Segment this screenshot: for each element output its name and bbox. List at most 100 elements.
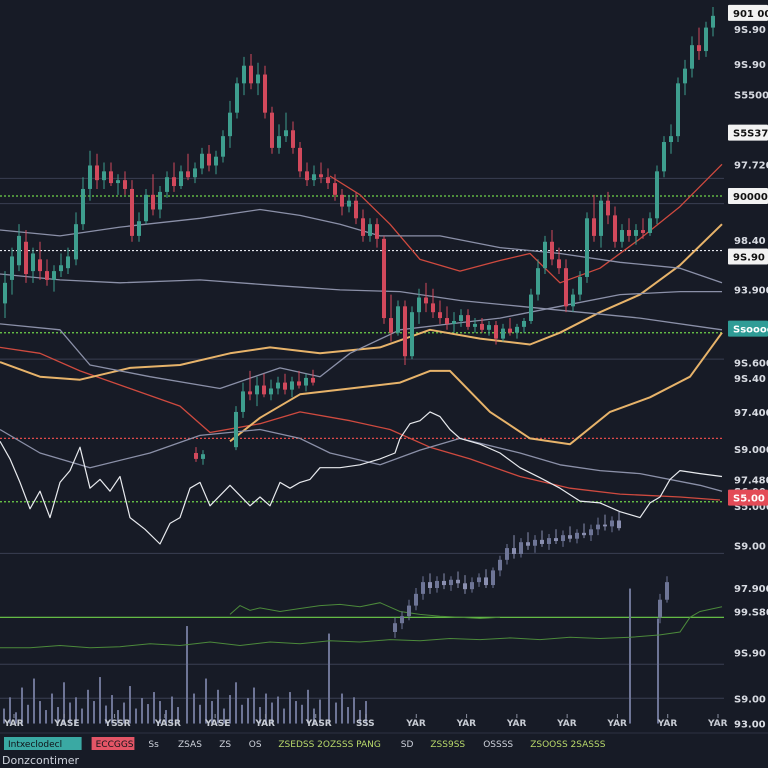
- time-tick-label: YAR: [556, 719, 577, 729]
- volume-bar: [15, 712, 17, 724]
- candle-body: [596, 524, 600, 530]
- volume-bar: [629, 588, 631, 724]
- candle-body: [407, 605, 411, 617]
- candle-body: [575, 532, 579, 539]
- time-tick-label: YSSR: [104, 719, 131, 729]
- volume-bar: [223, 708, 225, 724]
- price-tick-label: S5500: [734, 90, 768, 101]
- volume-bar: [271, 702, 273, 724]
- candle-body: [95, 165, 99, 181]
- candle-body: [592, 218, 596, 236]
- candle-body: [31, 253, 35, 272]
- candle-body: [617, 520, 621, 529]
- candle-body: [17, 235, 21, 266]
- candle-body: [200, 153, 204, 169]
- volume-bar: [45, 710, 47, 724]
- price-tick-label: 97.480: [734, 475, 768, 486]
- candle-body: [519, 542, 523, 554]
- candle-body: [158, 191, 162, 210]
- candle-body: [10, 256, 14, 280]
- oscillator-line: [0, 606, 723, 649]
- price-badge-label: 901 00: [733, 9, 768, 20]
- volume-bar: [159, 701, 161, 724]
- candle-body: [38, 259, 42, 272]
- volume-bar: [81, 708, 83, 724]
- volume-bar: [353, 697, 355, 724]
- volume-bar: [657, 618, 659, 724]
- candle-body: [304, 377, 308, 386]
- stat-item: ZSEDSS 2OZSSS PANG: [278, 740, 380, 750]
- candle-body: [505, 548, 509, 560]
- volume-bar: [253, 687, 255, 724]
- stat-item: ZSOOSS 2SASSS: [530, 740, 606, 750]
- candle-body: [123, 180, 127, 189]
- volume-bar: [57, 707, 59, 724]
- volume-bar: [99, 677, 101, 724]
- price-badge: [728, 248, 768, 265]
- volume-bar: [283, 708, 285, 724]
- candle-body: [473, 323, 477, 327]
- candle-body: [487, 325, 491, 330]
- volume-bar: [75, 697, 77, 724]
- candle-body: [669, 136, 673, 143]
- volume-bar: [217, 689, 219, 724]
- volume-bar: [247, 698, 249, 724]
- volume-bar: [147, 704, 149, 724]
- candle-body: [165, 177, 169, 192]
- stat-item: OSSSS: [483, 740, 513, 750]
- stat-box: [91, 737, 135, 750]
- candle-body: [568, 535, 572, 539]
- candle-body: [571, 294, 575, 307]
- time-tick-label: YAR: [456, 719, 477, 729]
- series-line: [0, 428, 723, 492]
- candle-body: [428, 582, 432, 588]
- candle-body: [690, 45, 694, 69]
- time-axis: YAR YASE YSSR YASR YASE YAR YASR SSS YAR YAR YAR YA…: [3, 714, 728, 729]
- price-badge: [728, 4, 768, 21]
- candle-body: [561, 535, 565, 542]
- candle-body: [262, 385, 266, 395]
- candle-body: [435, 580, 439, 588]
- time-tick-label: YAR: [606, 719, 627, 729]
- price-levels: [0, 195, 724, 618]
- candle-body: [347, 200, 351, 207]
- candle-body: [494, 325, 498, 339]
- candle-body: [298, 147, 302, 172]
- time-tick-label: SSS: [356, 719, 375, 729]
- candle-body: [554, 538, 558, 542]
- volume-bar: [93, 701, 95, 724]
- candle-body: [319, 174, 323, 178]
- time-tick-label: YAR: [707, 719, 728, 729]
- volume-bar: [205, 678, 207, 724]
- candle-body: [582, 532, 586, 536]
- candle-body: [459, 315, 463, 321]
- candle-body: [658, 599, 662, 618]
- time-tick-label: YAR: [657, 719, 678, 729]
- candle-body: [410, 312, 414, 357]
- candle-body: [599, 200, 603, 236]
- time-tick-label: YASE: [53, 719, 79, 729]
- candle-body: [627, 230, 631, 236]
- candle-body: [585, 218, 589, 277]
- candle-body: [522, 320, 526, 327]
- candle-body: [234, 411, 238, 448]
- series-line: [0, 223, 723, 381]
- volume-bar: [335, 702, 337, 724]
- oscillator-line: [229, 602, 501, 620]
- price-tick-label: 93.00: [734, 720, 766, 731]
- candle-body: [277, 136, 281, 148]
- candle-body: [463, 583, 467, 590]
- candle-body: [417, 297, 421, 313]
- series-line: [0, 290, 722, 390]
- volume-bar: [307, 689, 309, 724]
- volume-bar: [63, 682, 65, 724]
- candle-body: [130, 188, 134, 236]
- volume-bar: [241, 704, 243, 724]
- price-tick-label: 97.720: [734, 160, 768, 171]
- series-line: [229, 332, 723, 446]
- time-tick-label: YAR: [506, 719, 527, 729]
- volume-bar: [328, 633, 330, 724]
- stat-item: OS: [249, 740, 262, 750]
